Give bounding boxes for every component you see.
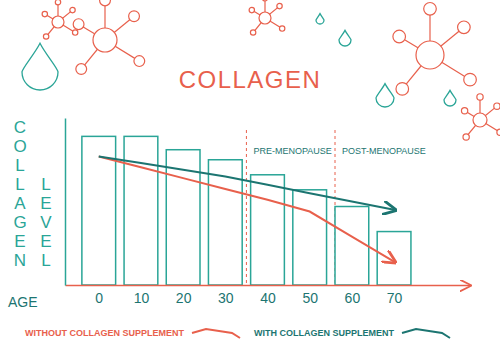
molecule-icon: [73, 0, 145, 74]
x-tick: 50: [302, 285, 318, 306]
x-tick-label: 0: [95, 290, 103, 306]
bar: [335, 207, 369, 285]
legend-label: WITH COLLAGEN SUPPLEMENT: [254, 328, 394, 338]
molecule-atom: [461, 108, 467, 114]
y-axis-label-letter: A: [14, 194, 26, 213]
molecule-icon: [42, 0, 78, 39]
y-axis-label-letter: V: [40, 213, 52, 232]
x-tick: 30: [218, 285, 234, 306]
x-tick: 20: [176, 285, 192, 306]
x-tick-label: 20: [176, 290, 192, 306]
molecule-atom: [477, 94, 483, 100]
x-axis-line: [66, 285, 471, 287]
x-tick: 0: [95, 285, 103, 306]
x-tick-label: 50: [302, 290, 318, 306]
legend-label: WITHOUT COLLAGEN SUPPLEMENT: [25, 328, 184, 338]
x-axis-label: AGE: [8, 294, 38, 310]
title: COLLAGEN: [179, 66, 322, 93]
molecule-atom: [464, 73, 477, 86]
y-axis: [65, 119, 66, 286]
molecule-core: [259, 12, 271, 24]
drop-icon: [22, 43, 58, 90]
legend: WITHOUT COLLAGEN SUPPLEMENT WITH COLLAGEN…: [25, 328, 450, 338]
molecule-atom: [42, 11, 47, 16]
x-tick-label: 10: [134, 290, 150, 306]
bar: [251, 175, 285, 285]
molecule-atom: [277, 3, 282, 8]
molecule-atom: [424, 3, 437, 16]
y-axis-label-letter: L: [15, 156, 24, 175]
x-tick: 10: [134, 285, 150, 306]
molecule-atom: [262, 0, 267, 1]
y-axis-label-letter: C: [14, 118, 26, 137]
molecule-core: [93, 28, 117, 52]
series-line: [99, 156, 394, 209]
x-axis: 0 10 20 30 40 50 60 70: [66, 285, 471, 306]
molecule-atom: [76, 64, 87, 75]
y-axis-label-space: [18, 251, 23, 270]
y-axis-label-letter: E: [40, 232, 51, 251]
molecule-atom: [134, 56, 145, 67]
molecule-icon: [393, 3, 476, 96]
annotation-label: PRE-MENOPAUSE: [253, 146, 331, 156]
molecule-atom: [279, 26, 284, 31]
decoration: [22, 0, 500, 140]
molecule-atom: [70, 7, 75, 12]
y-axis-label-letter: N: [14, 251, 26, 270]
y-axis-label-letter: L: [41, 175, 50, 194]
molecule-core: [473, 113, 487, 127]
x-tick: 70: [387, 285, 403, 306]
molecule-atom: [458, 21, 471, 34]
molecule-atom: [100, 0, 111, 6]
molecule-atom: [497, 129, 500, 135]
bar: [293, 190, 327, 285]
annotations: PRE-MENOPAUSE POST-MENOPAUSE: [253, 146, 425, 156]
y-axis-label-letter: E: [14, 232, 25, 251]
y-axis-label-letter: G: [13, 213, 26, 232]
molecule-atom: [72, 30, 77, 35]
drop-icon: [376, 84, 394, 107]
molecule-atom: [43, 34, 48, 39]
legend-swatch: [402, 329, 450, 338]
molecule-atom: [249, 7, 254, 12]
y-axis-label: COLLAGEN LEVEL: [13, 118, 52, 270]
x-tick-label: 30: [218, 290, 234, 306]
drop-icon: [339, 30, 351, 46]
y-axis-line: [65, 119, 67, 286]
molecule-atom: [55, 0, 60, 5]
bar: [377, 232, 411, 285]
drop-icon: [444, 90, 456, 106]
molecule-atom: [396, 83, 409, 96]
x-tick-label: 70: [387, 290, 403, 306]
molecule-icon: [249, 0, 285, 35]
molecule-atom: [494, 103, 500, 109]
x-tick-label: 40: [260, 290, 276, 306]
y-axis-label-letter: L: [15, 175, 24, 194]
chart: COLLAGENPRE-MENOPAUSEPOST-MENOPAUSE01020…: [0, 0, 500, 353]
drop-icon: [316, 14, 324, 24]
x-tick: 60: [345, 285, 361, 306]
molecule-atom: [463, 134, 469, 140]
molecule-core: [416, 41, 444, 69]
molecule-atom: [250, 30, 255, 35]
molecule-atom: [393, 30, 406, 43]
x-tick: 40: [260, 285, 276, 306]
y-axis-label-letter: O: [13, 137, 26, 156]
molecule-atom: [73, 19, 84, 30]
molecule-atom: [129, 11, 140, 22]
annotation-label: POST-MENOPAUSE: [342, 146, 426, 156]
y-axis-label-letter: L: [41, 251, 50, 270]
y-axis-label-letter: E: [40, 194, 51, 213]
annotation-line: [246, 130, 247, 285]
x-tick-label: 60: [345, 290, 361, 306]
series-line: [99, 156, 394, 261]
legend-swatch: [192, 329, 240, 338]
bar: [124, 136, 158, 285]
molecule-core: [52, 16, 64, 28]
molecule-icon: [461, 94, 500, 140]
bars: [82, 136, 411, 285]
